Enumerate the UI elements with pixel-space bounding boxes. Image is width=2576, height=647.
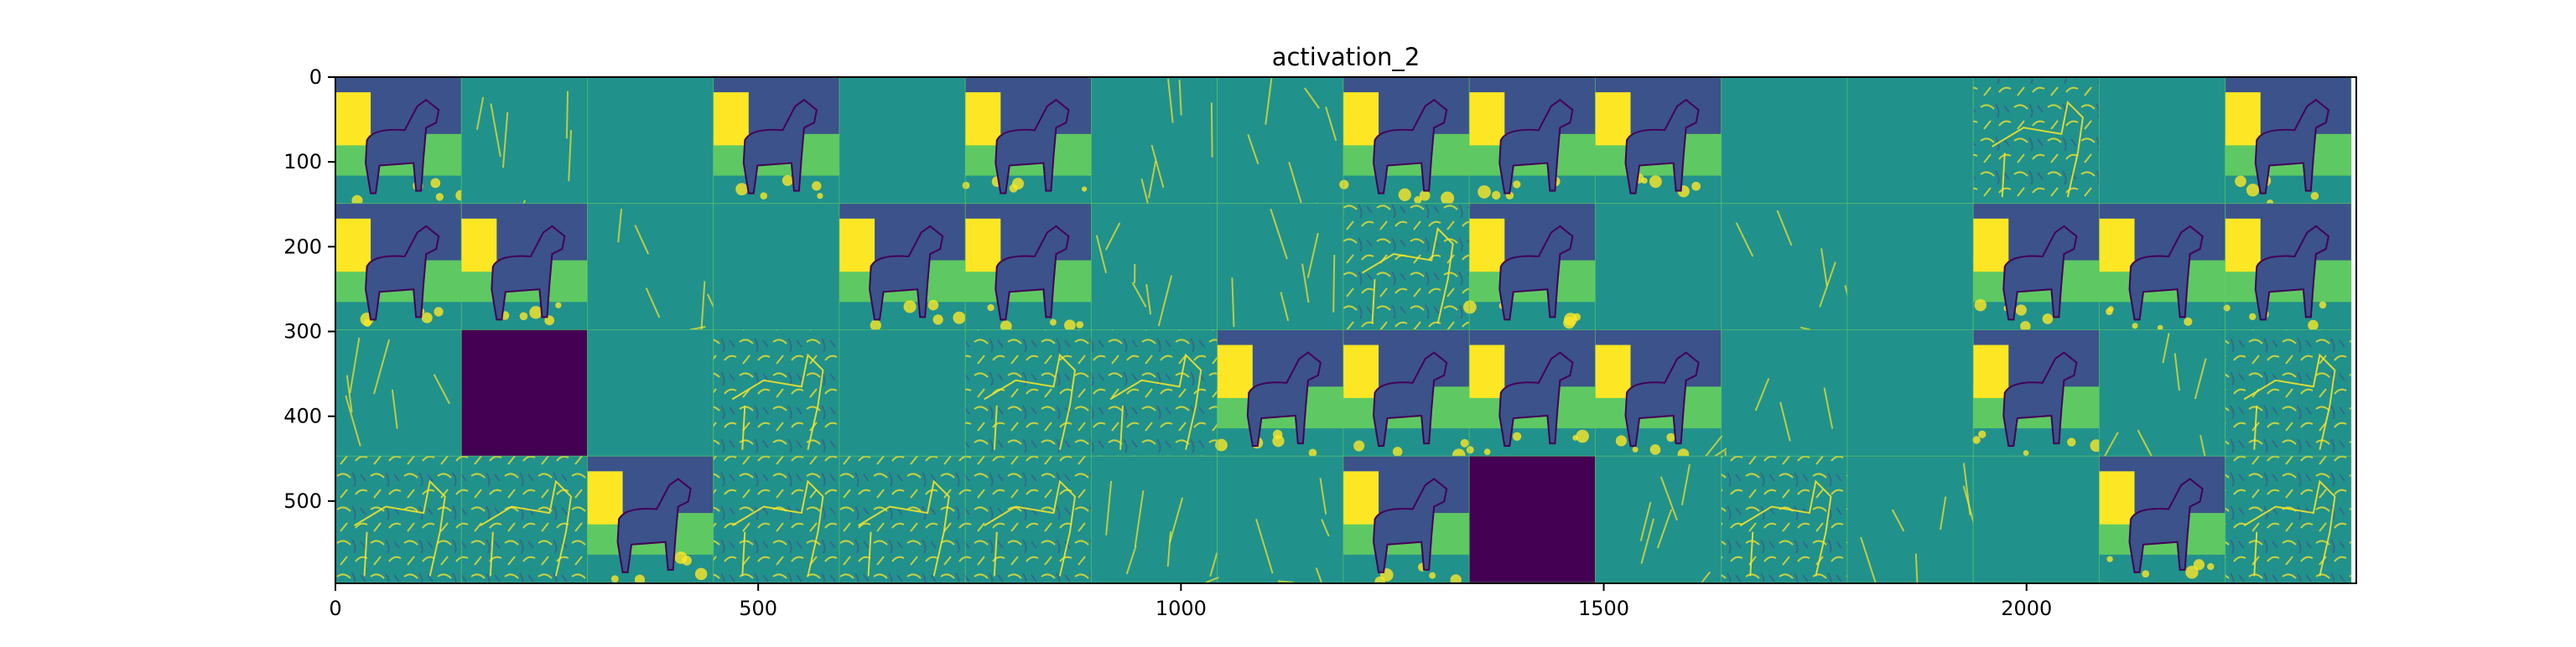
- feature-tile: [2225, 329, 2351, 456]
- y-tick-label: 200: [283, 235, 322, 258]
- chart-title: activation_2: [1272, 43, 1420, 71]
- feature-tile: [335, 204, 461, 330]
- feature-tile: [2099, 204, 2225, 330]
- feature-tile: [1973, 456, 2099, 582]
- feature-tile: [587, 456, 713, 584]
- feature-tile: [1595, 329, 1721, 459]
- feature-tile: [1339, 77, 1469, 205]
- feature-tile: [1595, 204, 1721, 330]
- feature-tile: [461, 456, 587, 582]
- feature-tile: [1469, 456, 1595, 582]
- feature-tile: [587, 329, 713, 456]
- feature-tile: [1467, 329, 1596, 456]
- feature-tile: [1595, 456, 1721, 582]
- feature-tile: [2099, 77, 2225, 204]
- feature-tile: [587, 77, 713, 204]
- feature-tile: [2225, 77, 2351, 206]
- feature-tile: [1595, 77, 1721, 204]
- y-tick-label: 300: [283, 320, 322, 344]
- feature-tile: [335, 456, 461, 582]
- feature-tile: [1973, 204, 2099, 332]
- y-tick-label: 400: [283, 405, 322, 428]
- y-tick-label: 500: [283, 489, 322, 513]
- feature-tile: [335, 77, 466, 206]
- feature-tile: [1091, 204, 1217, 330]
- feature-tile: [714, 456, 839, 582]
- feature-tile: [1215, 329, 1343, 457]
- feature-tile: [461, 77, 587, 204]
- feature-tile: [1972, 329, 2102, 456]
- feature-tile: [1091, 329, 1217, 456]
- feature-tile: [1343, 329, 1469, 461]
- feature-tile: [1847, 77, 1973, 204]
- feature-tile: [839, 204, 965, 331]
- feature-tile: [587, 204, 724, 330]
- feature-tile: [461, 329, 587, 456]
- feature-tile: [1206, 456, 1343, 582]
- feature-tile: [461, 204, 587, 330]
- feature-tile: [1218, 204, 1343, 330]
- feature-tile: [1722, 456, 1847, 582]
- feature-tile: [1722, 204, 1851, 330]
- y-tick-label: 100: [283, 150, 322, 173]
- feature-tile: [1091, 77, 1217, 204]
- feature-tile: [1343, 456, 1469, 587]
- feature-tile: [714, 77, 839, 204]
- feature-tile: [1469, 77, 1595, 204]
- feature-tile: [2099, 456, 2225, 582]
- feature-tile: [1973, 77, 2099, 204]
- feature-tile: [1722, 77, 1847, 204]
- feature-tile: [714, 329, 839, 456]
- feature-tile: [1847, 456, 1976, 582]
- feature-tile: [839, 456, 965, 582]
- feature-tile: [2224, 204, 2351, 331]
- feature-tile: [965, 204, 1091, 332]
- y-tick-label: 0: [309, 65, 322, 89]
- feature-tile: [839, 329, 965, 456]
- feature-tile: [839, 77, 965, 204]
- feature-tile: [1091, 456, 1217, 582]
- feature-tile: [1463, 204, 1595, 330]
- feature-tile: [1847, 204, 1973, 330]
- feature-tile: [965, 456, 1091, 582]
- x-tick-label: 2000: [2001, 597, 2052, 620]
- feature-tile: [1343, 204, 1469, 330]
- feature-tile: [1706, 329, 1847, 456]
- x-tick-label: 0: [329, 597, 341, 620]
- feature-tile: [2225, 456, 2351, 582]
- feature-tile: [2099, 329, 2225, 456]
- x-tick-label: 1500: [1578, 597, 1629, 620]
- feature-tile: [335, 329, 461, 456]
- feature-tile: [963, 77, 1092, 204]
- feature-tile: [1847, 329, 1973, 456]
- x-tick-label: 1000: [1156, 597, 1207, 620]
- feature-tile: [714, 204, 839, 330]
- feature-tile: [965, 329, 1091, 456]
- x-tick-label: 500: [739, 597, 777, 620]
- feature-tile: [1218, 77, 1343, 204]
